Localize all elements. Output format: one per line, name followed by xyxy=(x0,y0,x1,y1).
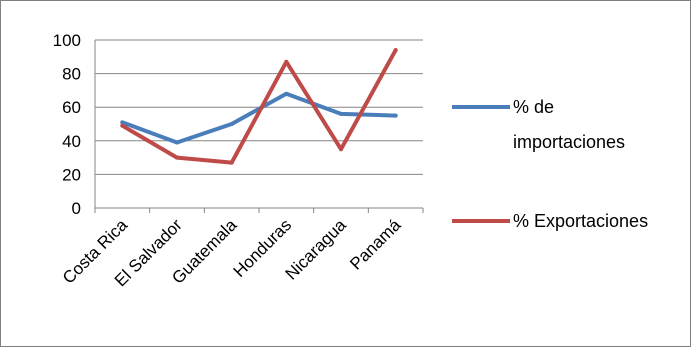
y-tick-label: 0 xyxy=(72,199,81,218)
data-point xyxy=(229,160,234,165)
data-point xyxy=(120,123,125,128)
data-point xyxy=(393,48,398,53)
y-tick-label: 60 xyxy=(62,98,81,117)
legend-label: % Exportaciones xyxy=(513,211,648,231)
data-point xyxy=(284,91,289,96)
data-point xyxy=(393,113,398,118)
y-tick-label: 20 xyxy=(62,165,81,184)
data-point xyxy=(284,59,289,64)
y-tick-label: 100 xyxy=(53,31,81,50)
series-line-2 xyxy=(120,48,398,165)
data-point xyxy=(339,147,343,152)
data-point xyxy=(120,120,125,125)
series-line-1 xyxy=(120,91,398,145)
data-point xyxy=(175,155,179,160)
x-tick-label: Nicaragua xyxy=(282,215,351,284)
y-tick-label: 40 xyxy=(62,132,81,151)
data-point xyxy=(229,122,234,126)
y-tick-label: 80 xyxy=(62,65,81,84)
data-point xyxy=(175,140,179,145)
x-tick-label: Panamá xyxy=(346,215,405,274)
data-point xyxy=(339,111,343,116)
legend-label: % de xyxy=(513,97,554,117)
legend-label: importaciones xyxy=(513,132,625,152)
